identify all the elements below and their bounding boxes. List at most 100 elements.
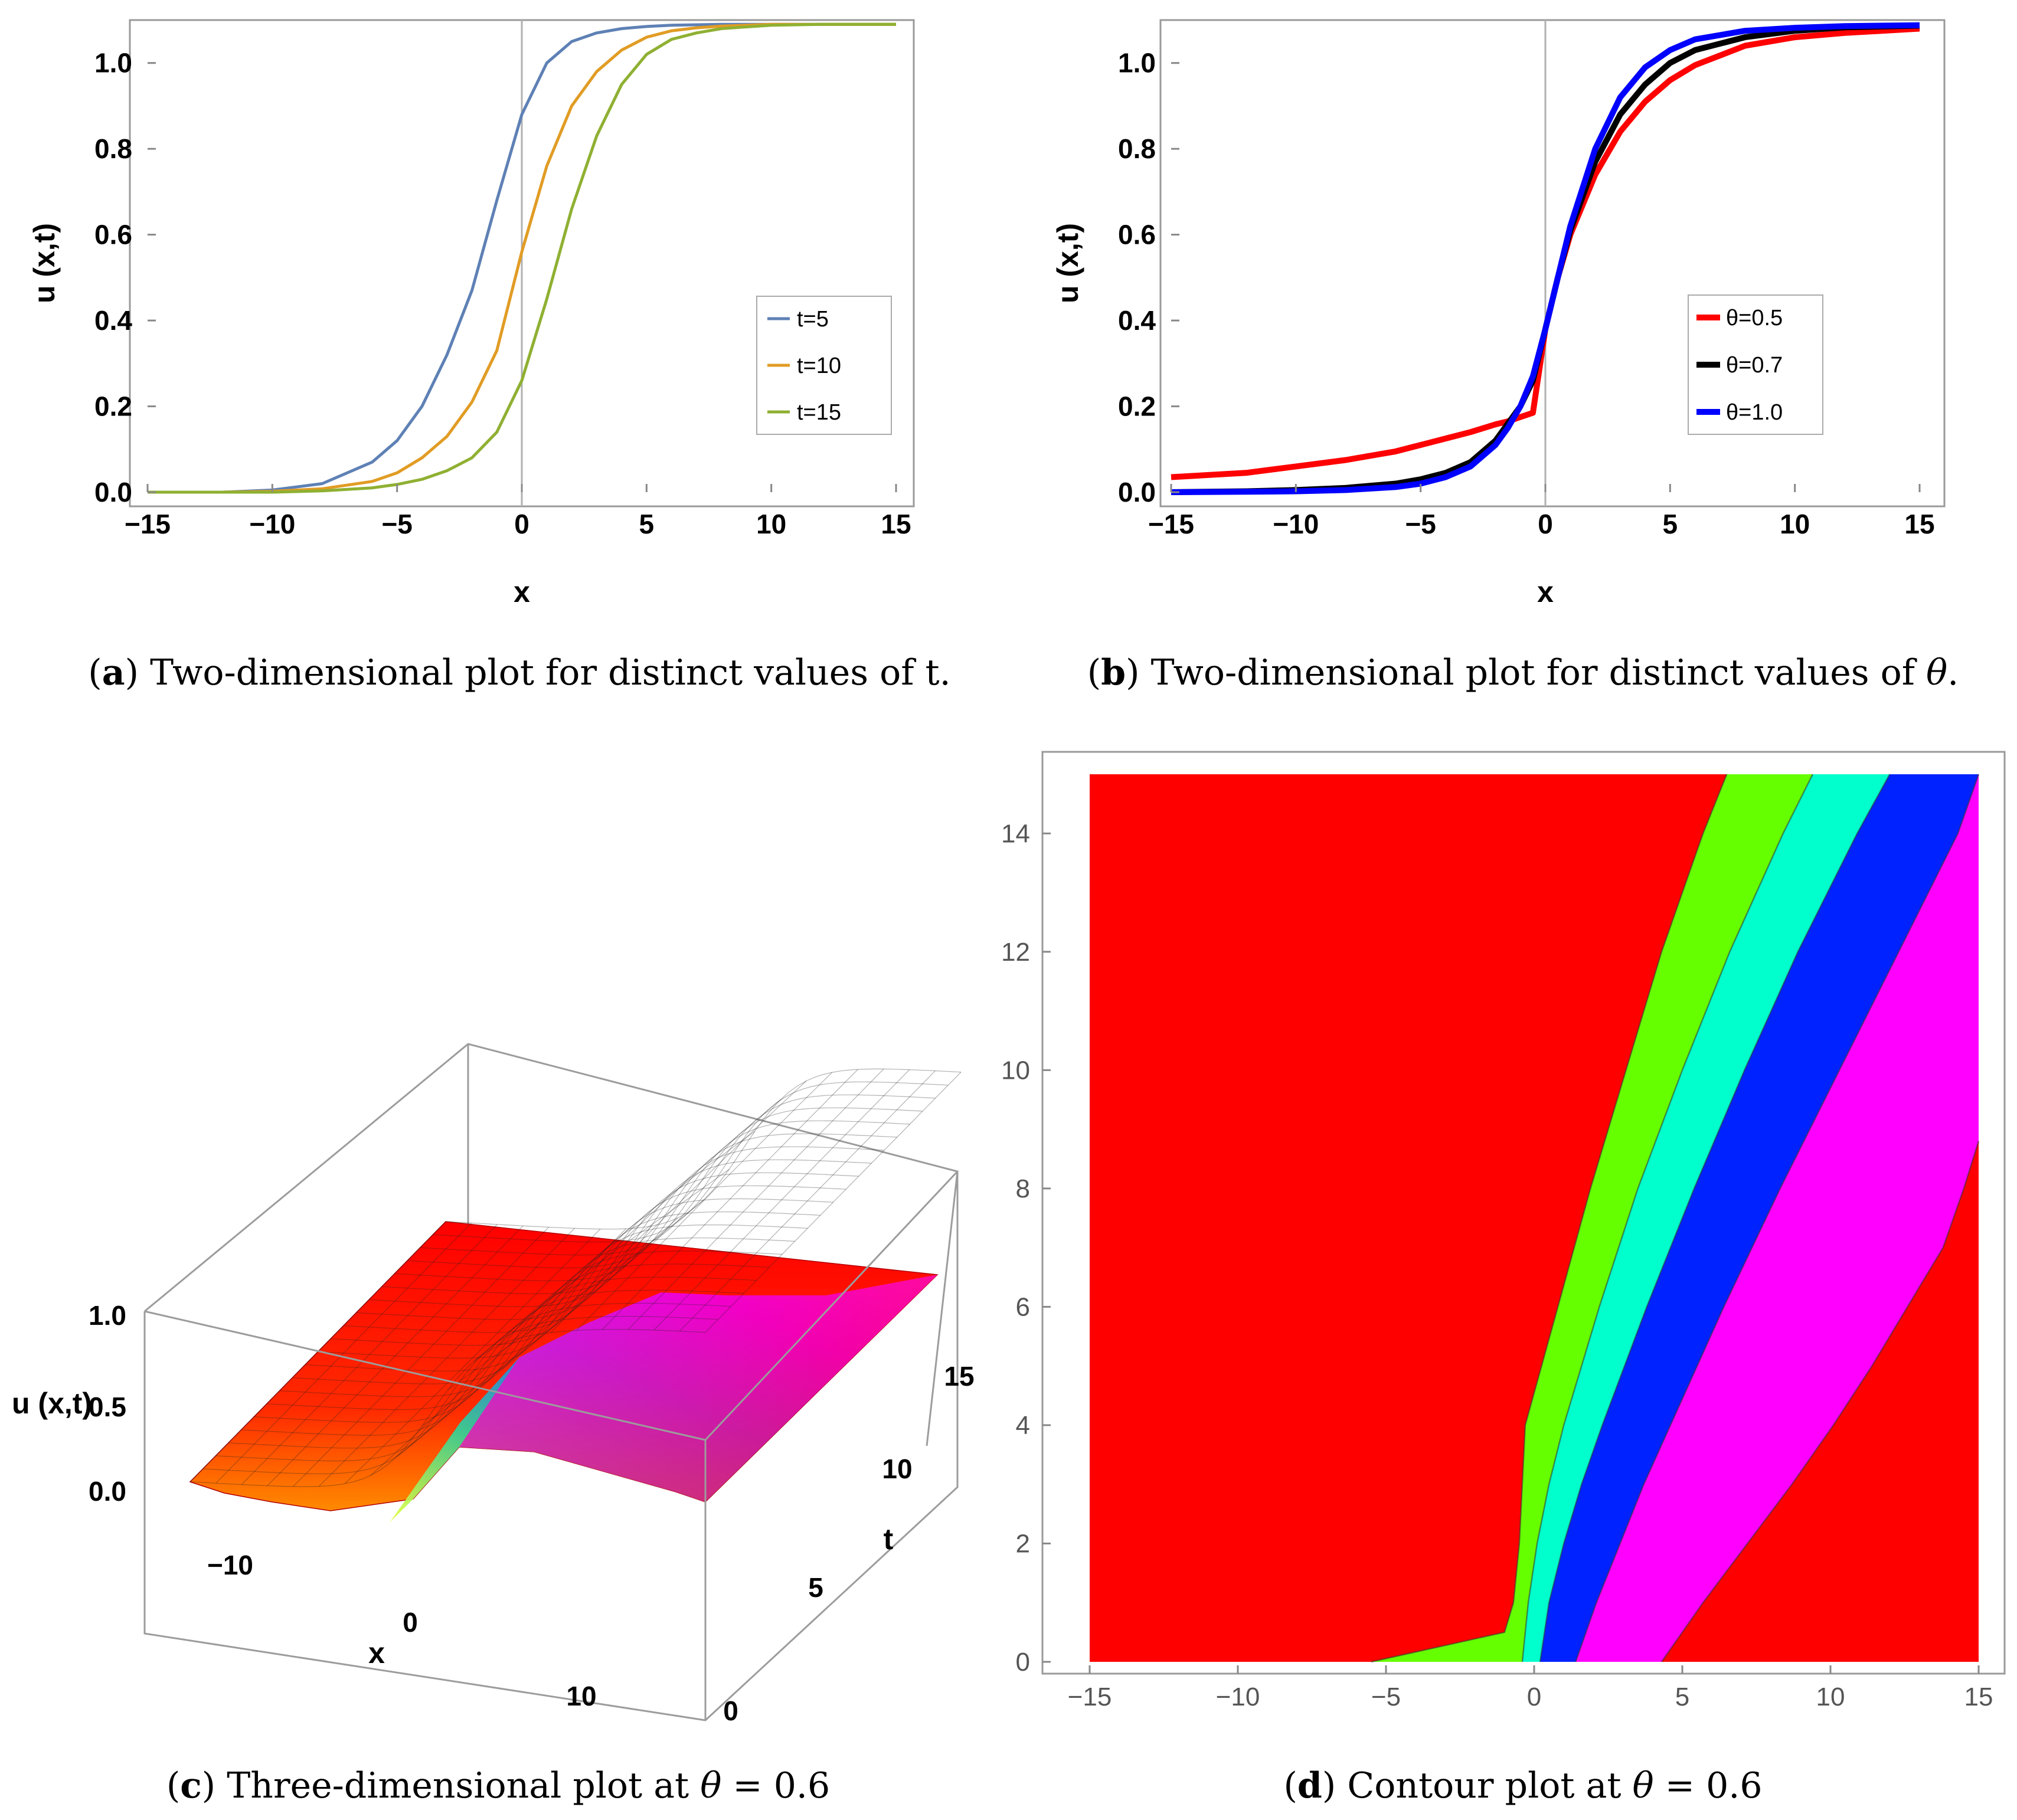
contour-line-4 (1660, 1141, 1980, 1662)
c-t-axis-label: t (884, 1523, 894, 1556)
contour-line-1 (1521, 774, 1814, 1662)
mesh-line-t (394, 1120, 910, 1281)
a-xtick-label: 10 (756, 509, 786, 539)
mesh-line-t (369, 1146, 885, 1307)
mesh-line-x (370, 1228, 626, 1476)
b-ytick-label: 0.0 (1118, 477, 1156, 508)
panel-a-y-axis-label: u (x,t) (28, 223, 61, 303)
panel-d-plot-frame (1041, 751, 2006, 1675)
mesh-line-x (653, 1069, 910, 1331)
legend-label-t5: t=5 (797, 307, 829, 332)
legend-label-theta07: θ=0.7 (1726, 353, 1783, 378)
mesh-line-x (679, 1071, 936, 1332)
d-xtick-label: −10 (1216, 1682, 1260, 1711)
caption-c: (c) Three-dimensional plot at θ = 0.6 (166, 1765, 830, 1806)
d-xtick-label: 5 (1675, 1682, 1689, 1711)
b-xtick-label: 10 (1780, 509, 1810, 539)
mesh-line-x (601, 1069, 858, 1330)
d-ytick-label: 6 (1016, 1292, 1030, 1321)
mesh-line-x (627, 1068, 884, 1330)
c-ytick-10: 10 (882, 1454, 912, 1484)
mesh-line-t (266, 1251, 782, 1410)
mesh-line-x (293, 1227, 550, 1487)
mesh-line-t (292, 1225, 808, 1384)
caption-b: (b) Two-dimensional plot for distinct va… (1087, 652, 1959, 693)
mesh-line-t (202, 1315, 718, 1474)
d-ytick-label: 14 (1001, 819, 1030, 848)
mesh-line-x (344, 1229, 601, 1484)
legend-label-t15: t=15 (797, 400, 841, 425)
b-ytick-label: 0.6 (1118, 220, 1156, 250)
mesh-line-x (318, 1227, 575, 1487)
mesh-line-x (705, 1072, 962, 1333)
mesh-line-x (215, 1222, 472, 1484)
c-x-axis-label: x (368, 1636, 385, 1670)
mesh-line-x (421, 1217, 678, 1426)
mesh-line-t (279, 1238, 795, 1397)
a-xtick-label: −5 (381, 509, 412, 539)
mesh-line-t (228, 1289, 744, 1449)
panel-a-line-chart: −15 −10 −5 0 5 10 15 0.0 0.2 0.4 0.6 0.8 1.0 x u (x… (28, 19, 951, 693)
d-ytick-label: 12 (1001, 938, 1030, 967)
d-xtick-label: 15 (1964, 1682, 1993, 1711)
mesh-line-x (473, 1168, 730, 1362)
c-ytick-5: 5 (808, 1572, 823, 1603)
panel-c-box-front (143, 1170, 959, 1721)
mesh-line-t (420, 1094, 936, 1256)
c-ztick-05: 0.5 (89, 1392, 126, 1422)
mesh-line-t (241, 1276, 757, 1436)
c-ytick-15: 15 (944, 1361, 974, 1392)
contour-line-2 (1539, 774, 1891, 1662)
contour-line-3 (1575, 774, 1980, 1662)
mesh-line-x (525, 1099, 781, 1337)
panel-d-contour-plot: −15 −10 −5 0 5 10 15 0 2 4 6 8 10 12 14 (d) Contour p… (1001, 751, 2006, 1806)
d-ytick-label: 0 (1016, 1648, 1030, 1677)
a-series-line-1 (148, 22, 896, 494)
d-xtick-label: −15 (1068, 1682, 1112, 1711)
panel-b-y-axis-label: u (x,t) (1051, 223, 1084, 303)
a-ytick-label: 0.4 (94, 305, 132, 336)
c-ytick-0: 0 (723, 1695, 738, 1726)
c-xtick-neg10: −10 (207, 1550, 253, 1580)
panel-b-legend: θ=0.5 θ=0.7 θ=1.0 (1688, 294, 1823, 435)
b-ytick-label: 1.0 (1118, 48, 1156, 78)
mesh-line-t (407, 1107, 923, 1269)
a-ytick-label: 0.6 (94, 220, 132, 250)
d-ytick-label: 4 (1016, 1411, 1030, 1440)
panel-c-surface-plot: 1.0 0.5 0.0 u (x,t) −10 0 10 x 0 5 10 15… (12, 1043, 975, 1806)
a-ytick-label: 0.0 (94, 477, 132, 508)
a-ytick-label: 0.8 (94, 133, 132, 164)
caption-d: (d) Contour plot at θ = 0.6 (1284, 1765, 1763, 1806)
a-ytick-label: 0.2 (94, 391, 132, 422)
surface-mesh (189, 1068, 962, 1487)
d-ytick-label: 10 (1001, 1056, 1030, 1085)
mesh-line-x (267, 1225, 524, 1487)
b-xtick-label: 5 (1663, 509, 1678, 539)
a-xtick-label: −15 (125, 509, 171, 539)
mesh-line-t (318, 1198, 833, 1359)
c-z-axis-label: u (x,t) (12, 1387, 92, 1420)
mesh-line-x (395, 1226, 652, 1458)
mesh-line-t (189, 1329, 706, 1487)
mesh-line-x (241, 1224, 498, 1485)
c-xtick-0: 0 (403, 1607, 418, 1638)
b-xtick-label: −5 (1405, 509, 1436, 539)
mesh-line-t (331, 1185, 846, 1346)
c-ztick-1: 1.0 (89, 1300, 126, 1331)
mesh-line-t (254, 1263, 770, 1423)
a-xtick-label: 0 (514, 509, 529, 539)
mesh-line-t (381, 1133, 897, 1294)
c-xtick-10: 10 (566, 1681, 596, 1711)
a-series-line-0 (148, 22, 896, 494)
b-xtick-label: −15 (1148, 509, 1194, 539)
b-xtick-label: 15 (1904, 509, 1934, 539)
mesh-line-t (433, 1081, 949, 1243)
d-xtick-label: 0 (1527, 1682, 1541, 1711)
mesh-line-t (343, 1172, 859, 1333)
legend-label-t10: t=10 (797, 353, 841, 378)
b-ytick-label: 0.4 (1118, 305, 1156, 336)
b-ytick-label: 0.2 (1118, 391, 1156, 422)
panel-b-plot-frame (1159, 19, 1946, 508)
legend-label-theta05: θ=0.5 (1726, 306, 1783, 330)
